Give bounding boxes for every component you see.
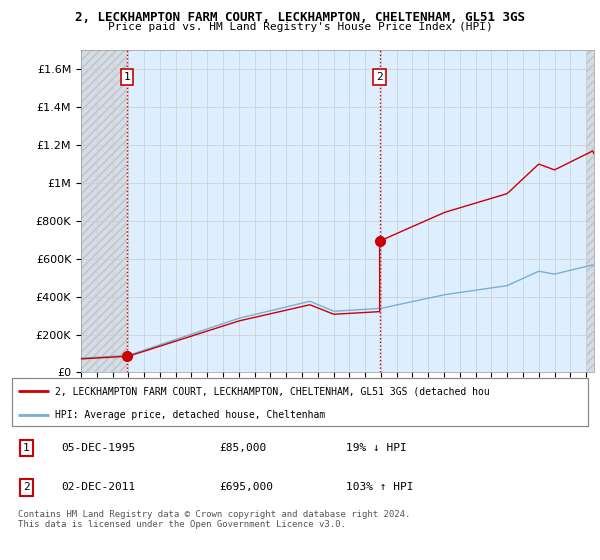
Bar <box>81 50 127 372</box>
Text: 19% ↓ HPI: 19% ↓ HPI <box>346 443 407 453</box>
Text: 1: 1 <box>124 72 130 82</box>
Text: £695,000: £695,000 <box>220 482 274 492</box>
Text: 103% ↑ HPI: 103% ↑ HPI <box>346 482 413 492</box>
Text: 2: 2 <box>376 72 383 82</box>
Text: 1: 1 <box>23 443 30 453</box>
Text: HPI: Average price, detached house, Cheltenham: HPI: Average price, detached house, Chel… <box>55 410 325 420</box>
Text: Contains HM Land Registry data © Crown copyright and database right 2024.
This d: Contains HM Land Registry data © Crown c… <box>18 510 410 529</box>
Text: 2, LECKHAMPTON FARM COURT, LECKHAMPTON, CHELTENHAM, GL51 3GS (detached hou: 2, LECKHAMPTON FARM COURT, LECKHAMPTON, … <box>55 386 490 396</box>
Text: £85,000: £85,000 <box>220 443 266 453</box>
Text: 02-DEC-2011: 02-DEC-2011 <box>61 482 135 492</box>
Text: Price paid vs. HM Land Registry's House Price Index (HPI): Price paid vs. HM Land Registry's House … <box>107 22 493 32</box>
Text: 05-DEC-1995: 05-DEC-1995 <box>61 443 135 453</box>
Bar <box>586 50 600 372</box>
Text: 2: 2 <box>23 482 30 492</box>
Text: 2, LECKHAMPTON FARM COURT, LECKHAMPTON, CHELTENHAM, GL51 3GS: 2, LECKHAMPTON FARM COURT, LECKHAMPTON, … <box>75 11 525 24</box>
